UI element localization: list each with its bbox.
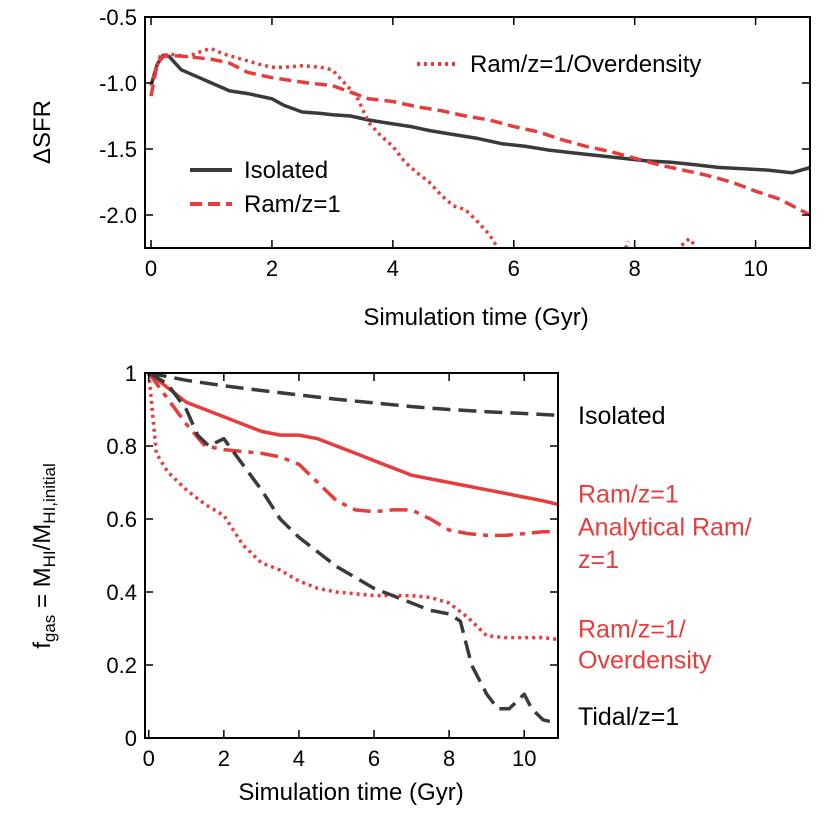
fgas-y-tick-label: 0.6: [106, 507, 137, 532]
sfr-legend: Isolated Ram/z=1 Ram/z=1/Overdensity: [190, 51, 701, 218]
fgas-side-label: Tidal/z=1: [578, 703, 679, 731]
sfr-axis-ticks: 0 2 4 6 8 10 -0.5 -1.0 -1.5 -2.0: [99, 5, 810, 281]
sfr-series-isolated: [149, 53, 810, 175]
fgas-ylabel-sub-hi: HI: [40, 550, 59, 567]
fgas-ylabel-sub-gas: gas: [40, 615, 59, 642]
fgas-y-tick-label: 0.8: [106, 434, 137, 459]
fgas-axis-ticks: 0 2 4 6 8 10 0 0.2 0.4 0.6 0.8 1: [106, 361, 558, 771]
fgas-y-tick-label: 0.4: [106, 580, 137, 605]
fgas-series-ram-z-1: [147, 373, 558, 507]
sfr-y-tick-label: -1.5: [99, 137, 137, 162]
sfr-legend-label: Ram/z=1: [244, 191, 341, 218]
fgas-side-label: Overdensity: [578, 647, 712, 675]
fgas-series-isolated: [148, 373, 558, 418]
fgas-ylabel-eq: = M: [29, 567, 56, 614]
sfr-y-tick-label: -0.5: [99, 5, 137, 30]
fgas-x-tick-label: 2: [218, 746, 230, 771]
sfr-y-axis-label: ΔSFR: [29, 100, 56, 164]
sfr-y-tick-label: -2.0: [99, 203, 137, 228]
fgas-y-tick-label: 0: [125, 726, 137, 751]
fgas-x-tick-label: 0: [143, 746, 155, 771]
sfr-legend-label: Isolated: [244, 157, 328, 184]
fgas-ylabel-f: f: [29, 642, 56, 649]
fgas-side-label: Ram/z=1/: [578, 616, 686, 644]
fgas-plot-frame: [144, 372, 559, 739]
fgas-side-labels: Isolated Ram/z=1 Analytical Ram/z=1 Ram/z=1…: [578, 402, 752, 731]
fgas-side-label: Analytical Ram/: [578, 513, 752, 541]
sfr-x-tick-label: 6: [508, 256, 520, 281]
sfr-x-axis-label: Simulation time (Gyr): [363, 304, 588, 331]
fgas-series-analytical-ram-z-1: [147, 373, 558, 538]
sfr-x-tick-label: 0: [145, 256, 157, 281]
sfr-legend-label: Ram/z=1/Overdensity: [470, 51, 701, 78]
sfr-x-tick-label: 8: [629, 256, 641, 281]
fgas-series-ram-z-1-overdensity: [147, 373, 558, 642]
fgas-y-axis-label: fgas = MHI/MHI,initial: [29, 463, 59, 649]
fgas-series-tidal-z-1: [147, 373, 558, 726]
fgas-panel: 0 2 4 6 8 10 0 0.2 0.4 0.6 0.8 1 Simulation time (G…: [29, 361, 752, 806]
sfr-x-tick-label: 2: [266, 256, 278, 281]
fgas-ylabel-sub-initial: HI,initial: [40, 463, 59, 523]
fgas-x-tick-label: 6: [368, 746, 380, 771]
fgas-y-tick-label: 1: [125, 361, 137, 386]
sfr-panel: 0 2 4 6 8 10 -0.5 -1.0 -1.5 -2.0 Simulation time …: [29, 5, 811, 331]
sfr-x-tick-label: 10: [743, 256, 767, 281]
fgas-x-tick-label: 4: [293, 746, 305, 771]
fgas-side-label: z=1: [578, 546, 619, 574]
sfr-series-ram-z-1-overdensity: [149, 46, 697, 248]
sfr-series-ram-z-1: [149, 53, 810, 217]
sfr-y-tick-label: -1.0: [99, 71, 137, 96]
fgas-side-label: Ram/z=1: [578, 480, 679, 508]
sfr-series-group: [149, 46, 810, 248]
fgas-y-tick-label: 0.2: [106, 653, 137, 678]
fgas-series-group: [147, 373, 558, 726]
fgas-x-tick-label: 10: [512, 746, 536, 771]
fgas-side-label: Isolated: [578, 402, 666, 430]
fgas-ylabel-slash: /M: [29, 524, 56, 551]
fgas-x-axis-label: Simulation time (Gyr): [238, 779, 463, 806]
fgas-x-tick-label: 8: [443, 746, 455, 771]
sfr-plot-frame: [144, 16, 811, 249]
sfr-x-tick-label: 4: [387, 256, 399, 281]
